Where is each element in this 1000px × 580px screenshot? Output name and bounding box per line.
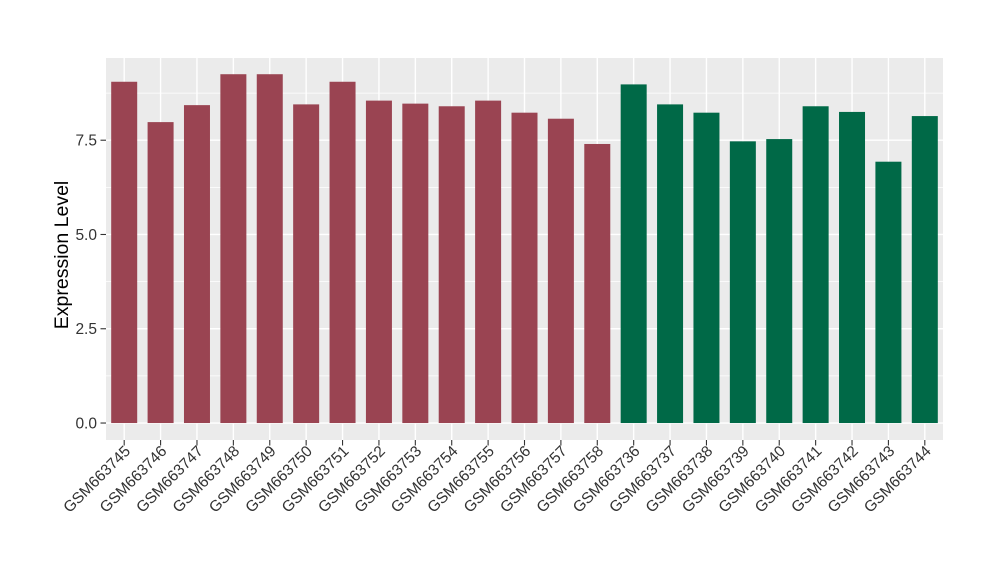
bar-GSM663749 [256,74,283,424]
bar-GSM663755 [475,100,502,424]
bar-GSM663751 [329,81,356,424]
bar-GSM663744 [911,116,938,424]
bar-GSM663750 [293,104,320,424]
y-tick-label: 2.5 [75,321,97,338]
bar-GSM663752 [365,100,392,424]
x-axis: GSM663745GSM663746GSM663747GSM663748GSM6… [60,440,935,516]
bar-GSM663758 [584,143,611,424]
bars [111,74,938,424]
bar-GSM663737 [657,104,684,424]
bar-GSM663756 [511,112,538,424]
bar-GSM663742 [839,111,866,424]
bar-GSM663738 [693,112,720,424]
bar-GSM663740 [766,139,793,424]
y-axis-title: Expression Level [51,181,73,330]
bar-GSM663747 [183,105,210,424]
bar-GSM663746 [147,122,174,424]
y-axis: 0.0 2.5 5.0 7.5 [75,133,106,432]
bar-GSM663754 [438,106,465,424]
bar-GSM663743 [875,161,902,424]
bar-GSM663736 [620,84,647,424]
bar-GSM663745 [111,81,138,424]
bar-GSM663757 [547,118,574,424]
bar-GSM663753 [402,103,429,424]
y-tick-label: 5.0 [75,227,97,244]
bar-GSM663741 [802,106,829,424]
bar-GSM663739 [729,141,756,424]
y-tick-label: 7.5 [75,133,97,150]
y-tick-label: 0.0 [75,415,97,432]
bar-GSM663748 [220,74,247,424]
